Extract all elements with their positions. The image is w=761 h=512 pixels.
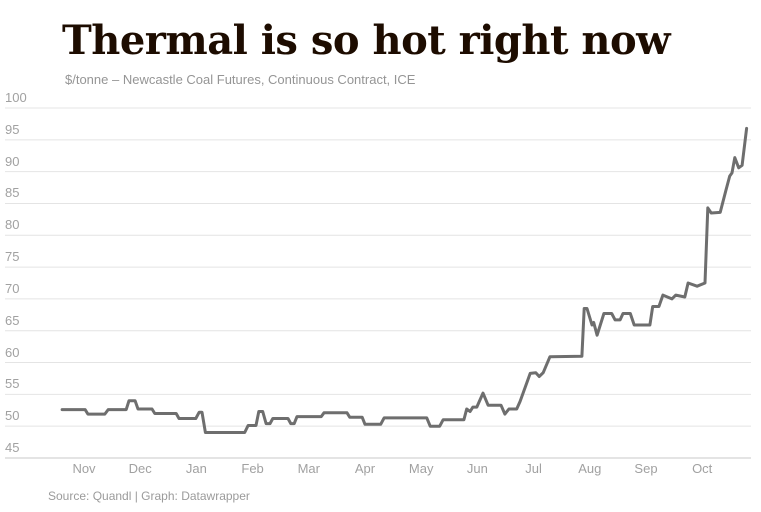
x-tick-label: Nov bbox=[72, 461, 96, 476]
price-line bbox=[60, 126, 749, 434]
y-tick-label: 60 bbox=[5, 344, 20, 360]
chart-subtitle: $/tonne – Newcastle Coal Futures, Contin… bbox=[65, 72, 416, 87]
x-tick-label: Sep bbox=[634, 461, 658, 476]
y-tick-label: 80 bbox=[5, 217, 20, 233]
y-tick-label: 100 bbox=[5, 90, 27, 105]
y-tick-label: 75 bbox=[5, 249, 20, 265]
x-tick-label: Mar bbox=[297, 461, 320, 476]
x-tick-label: Jun bbox=[466, 461, 488, 476]
y-tick-label: 50 bbox=[5, 408, 20, 424]
source-credit: Source: Quandl | Graph: Datawrapper bbox=[48, 489, 250, 503]
x-tick-label: May bbox=[408, 461, 434, 476]
y-tick-label: 85 bbox=[5, 185, 20, 201]
y-tick-label: 45 bbox=[5, 440, 20, 455]
y-tick-label: 95 bbox=[5, 121, 20, 137]
y-tick-label: 65 bbox=[5, 312, 20, 328]
x-tick-label: Jan bbox=[185, 461, 207, 476]
y-tick-label: 70 bbox=[5, 280, 20, 296]
chart-title: Thermal is so hot right now bbox=[62, 17, 671, 64]
x-tick-label: Jul bbox=[525, 461, 542, 476]
x-tick-label: Oct bbox=[692, 461, 713, 476]
x-tick-label: Aug bbox=[578, 461, 602, 476]
y-tick-label: 90 bbox=[5, 153, 20, 169]
y-tick-label: 55 bbox=[5, 376, 20, 392]
x-tick-label: Feb bbox=[241, 461, 264, 476]
x-tick-label: Apr bbox=[354, 461, 376, 476]
x-tick-label: Dec bbox=[128, 461, 152, 476]
